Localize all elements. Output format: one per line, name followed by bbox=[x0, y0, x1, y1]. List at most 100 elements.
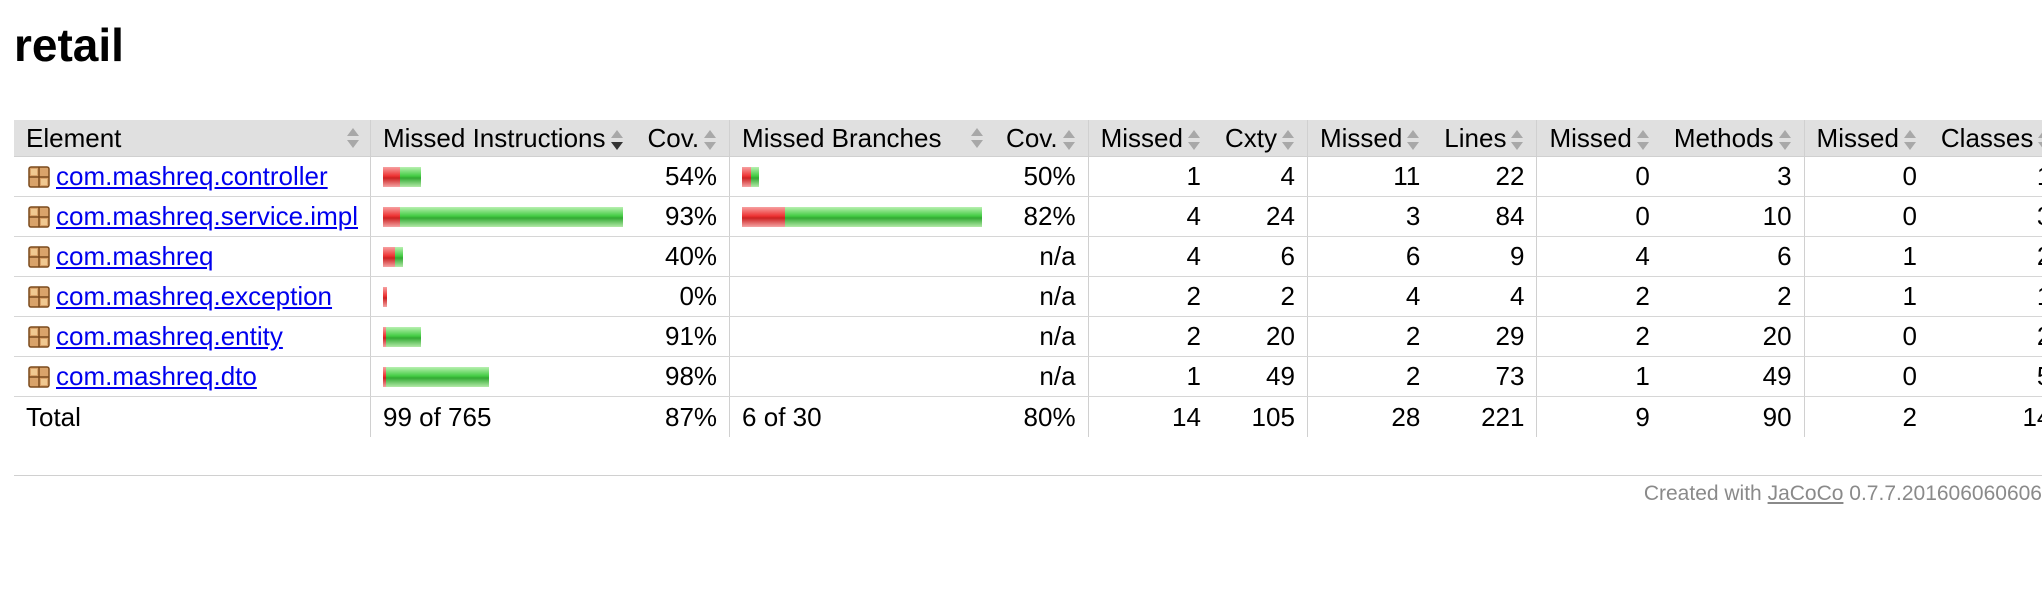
instructions-covered-bar bbox=[394, 246, 403, 267]
lines: 9 bbox=[1432, 236, 1537, 277]
package-link[interactable]: com.mashreq.service.impl bbox=[56, 201, 358, 231]
sort-icon bbox=[1406, 129, 1420, 151]
missed-instructions-cell bbox=[369, 316, 636, 357]
header-missed-complexity[interactable]: Missed bbox=[1087, 120, 1213, 157]
package-link[interactable]: com.mashreq bbox=[56, 241, 214, 271]
sort-icon bbox=[1062, 129, 1076, 151]
instructions-coverage-bar bbox=[382, 366, 624, 387]
jacoco-link[interactable]: JaCoCo bbox=[1767, 482, 1844, 505]
branches-missed-bar bbox=[742, 206, 786, 227]
missed-methods: 0 bbox=[1536, 196, 1662, 237]
branches-covered-bar bbox=[785, 206, 983, 227]
package-link[interactable]: com.mashreq.controller bbox=[56, 161, 328, 191]
package-link[interactable]: com.mashreq.dto bbox=[56, 361, 257, 391]
instructions-coverage: 93% bbox=[635, 196, 730, 237]
missed-lines: 6 bbox=[1306, 236, 1433, 277]
package-icon bbox=[28, 324, 50, 348]
missed-branches-cell bbox=[729, 236, 995, 277]
table-row: com.mashreq.service.impl 93% 82% 4 24 3 84 0 10 0… bbox=[14, 196, 2042, 237]
header-instructions-coverage[interactable]: Cov. bbox=[635, 120, 730, 157]
package-link[interactable]: com.mashreq.exception bbox=[56, 281, 333, 311]
sort-icon bbox=[703, 129, 717, 151]
missed-classes: 0 bbox=[1803, 196, 1929, 237]
methods: 49 bbox=[1661, 356, 1805, 397]
missed-instructions-cell bbox=[369, 196, 636, 237]
header-methods[interactable]: Methods bbox=[1661, 120, 1805, 157]
instructions-missed-bar bbox=[382, 286, 387, 307]
header-missed-lines[interactable]: Missed bbox=[1306, 120, 1433, 157]
classes: 5 bbox=[1928, 356, 2042, 397]
total-row: Total 99 of 765 87% 6 of 30 80% 14 105 2… bbox=[14, 396, 2042, 437]
instructions-missed-bar bbox=[382, 166, 400, 187]
missed-methods: 4 bbox=[1536, 236, 1662, 277]
missed-methods: 0 bbox=[1536, 156, 1662, 197]
footer-version: 0.7.7.201606060606 bbox=[1849, 482, 2042, 505]
complexity: 49 bbox=[1212, 356, 1308, 397]
total-classes: 14 bbox=[2022, 401, 2042, 432]
header-branches-coverage[interactable]: Cov. bbox=[994, 120, 1089, 157]
instructions-coverage-bar bbox=[382, 206, 624, 227]
instructions-coverage-bar bbox=[382, 286, 624, 307]
header-missed-methods[interactable]: Missed bbox=[1536, 120, 1662, 157]
instructions-missed-bar bbox=[382, 206, 400, 227]
instructions-missed-bar bbox=[382, 326, 386, 347]
complexity: 4 bbox=[1212, 156, 1308, 197]
package-icon bbox=[28, 164, 50, 188]
branches-coverage-bar bbox=[742, 206, 983, 227]
header-missed-branches[interactable]: Missed Branches bbox=[729, 120, 995, 157]
missed-methods: 2 bbox=[1536, 276, 1662, 317]
branches-missed-bar bbox=[742, 166, 752, 187]
lines: 73 bbox=[1432, 356, 1537, 397]
sort-icon bbox=[1778, 129, 1792, 151]
missed-complexity: 4 bbox=[1087, 196, 1213, 237]
total-branches: 6 of 30 bbox=[729, 396, 995, 437]
sort-icon bbox=[1187, 129, 1201, 151]
sort-icon bbox=[1636, 129, 1650, 151]
instructions-coverage-bar bbox=[382, 246, 624, 267]
missed-lines: 3 bbox=[1306, 196, 1433, 237]
element-cell: com.mashreq.exception bbox=[14, 276, 371, 317]
missed-instructions-cell bbox=[369, 276, 636, 317]
missed-branches-cell bbox=[729, 276, 995, 317]
instructions-coverage: 54% bbox=[635, 156, 730, 197]
missed-branches-cell bbox=[729, 356, 995, 397]
missed-classes: 1 bbox=[1803, 276, 1929, 317]
instructions-coverage: 91% bbox=[635, 316, 730, 357]
classes: 1 bbox=[1928, 156, 2042, 197]
missed-lines: 4 bbox=[1306, 276, 1433, 317]
element-cell: com.mashreq.service.impl bbox=[14, 196, 371, 237]
element-cell: com.mashreq.controller bbox=[14, 156, 371, 197]
methods: 10 bbox=[1661, 196, 1805, 237]
methods: 20 bbox=[1661, 316, 1805, 357]
header-missed-classes[interactable]: Missed bbox=[1803, 120, 1929, 157]
header-complexity[interactable]: Cxty bbox=[1212, 120, 1308, 157]
branches-coverage: n/a bbox=[994, 236, 1089, 277]
missed-instructions-cell bbox=[369, 236, 636, 277]
missed-complexity: 2 bbox=[1087, 276, 1213, 317]
missed-lines: 2 bbox=[1306, 356, 1433, 397]
sort-icon bbox=[1281, 129, 1295, 151]
missed-methods: 2 bbox=[1536, 316, 1662, 357]
header-lines[interactable]: Lines bbox=[1432, 120, 1537, 157]
package-link[interactable]: com.mashreq.entity bbox=[56, 321, 283, 351]
instructions-coverage-bar bbox=[382, 326, 624, 347]
header-classes[interactable]: Classes bbox=[1928, 120, 2042, 157]
branches-coverage-bar bbox=[742, 166, 982, 187]
missed-lines: 2 bbox=[1306, 316, 1433, 357]
instructions-missed-bar bbox=[382, 366, 386, 387]
total-lines: 221 bbox=[1481, 401, 1525, 432]
package-icon bbox=[28, 284, 50, 308]
header-missed-instructions[interactable]: Missed Instructions bbox=[369, 120, 636, 157]
element-cell: com.mashreq bbox=[14, 236, 371, 277]
sort-icon bbox=[970, 127, 984, 149]
total-missed-lines: 28 bbox=[1306, 396, 1433, 437]
branches-coverage: 50% bbox=[994, 156, 1089, 197]
complexity: 6 bbox=[1212, 236, 1308, 277]
branches-covered-bar bbox=[751, 166, 760, 187]
classes: 1 bbox=[1928, 276, 2042, 317]
header-element[interactable]: Element bbox=[14, 120, 371, 157]
branches-coverage: n/a bbox=[994, 276, 1089, 317]
